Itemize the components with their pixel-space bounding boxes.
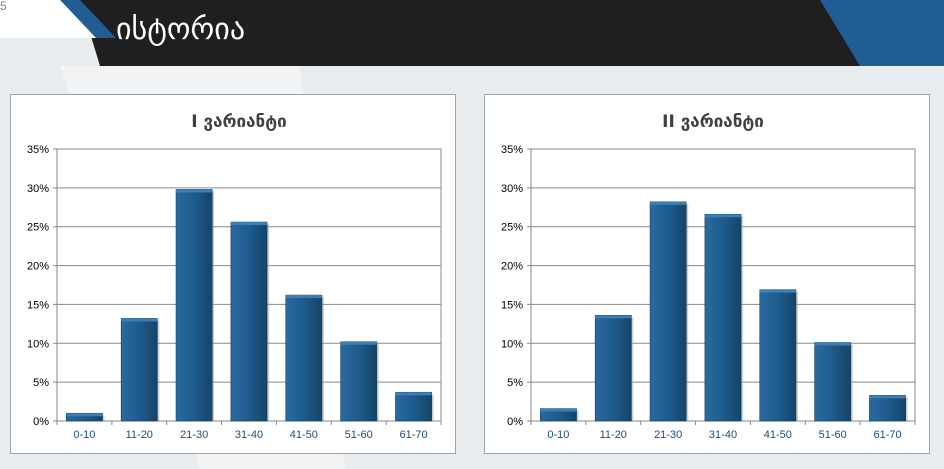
chart-title: I ვარიანტი	[191, 112, 286, 132]
bar	[285, 294, 323, 422]
chart-panel-variant-2: II ვარიანტი 0% 5% 10% 15% 20% 25% 30% 35% 0-10 11-…	[484, 94, 930, 454]
x-tick-label: 31-40	[235, 429, 263, 441]
y-tick-label: 5%	[507, 377, 523, 389]
y-tick-label: 35%	[27, 144, 49, 156]
y-tick-label: 25%	[27, 222, 49, 234]
y-tick-label: 10%	[501, 338, 523, 350]
bar-cap	[759, 289, 796, 293]
y-tick-label: 5%	[33, 377, 49, 389]
y-tick-label: 35%	[501, 144, 523, 156]
bar	[230, 221, 268, 422]
chart-panel-variant-1: I ვარიანტი 0% 5% 10% 15% 20% 25% 30% 35% 0-10 11-2…	[10, 94, 456, 454]
header-left-white	[0, 0, 96, 38]
bar-cap	[595, 315, 632, 319]
bar	[340, 341, 378, 422]
bar-cap	[176, 189, 213, 193]
y-tick-label: 10%	[27, 338, 49, 350]
x-tick-label: 21-30	[654, 429, 682, 441]
bar-cap	[285, 295, 322, 299]
x-tick-label: 21-30	[180, 429, 208, 441]
bar-cap	[230, 222, 268, 226]
bar-cap	[66, 413, 103, 417]
y-tick-label: 25%	[501, 222, 523, 234]
bar-chart-variant-2: II ვარიანტი 0% 5% 10% 15% 20% 25% 30% 35% 0-10 11-…	[501, 112, 916, 441]
x-tick-label: 51-60	[819, 429, 847, 441]
bar	[120, 318, 158, 422]
bar	[649, 201, 687, 422]
x-tick-label: 61-70	[400, 429, 428, 441]
x-tick-label: 11-20	[600, 429, 627, 441]
bar	[594, 315, 632, 422]
bar	[814, 342, 852, 422]
y-tick-label: 0%	[33, 416, 49, 428]
x-tick-label: 31-40	[709, 429, 737, 441]
bar-cap	[121, 318, 158, 322]
bar	[759, 289, 797, 422]
y-tick-label: 0%	[507, 416, 523, 428]
bar-cap	[869, 395, 906, 399]
bar-cap	[704, 214, 742, 218]
bar	[175, 189, 213, 422]
y-tick-label: 30%	[501, 183, 523, 195]
x-tick-label: 0-10	[547, 429, 569, 441]
header-accent-stripe	[60, 0, 116, 38]
slide-number: 5	[0, 0, 7, 13]
x-tick-label: 41-50	[764, 429, 792, 441]
slide-title: ისტორია	[116, 12, 246, 47]
bar	[704, 213, 742, 422]
y-tick-label: 15%	[27, 299, 49, 311]
bar-cap	[814, 342, 851, 346]
bar-cap	[650, 201, 687, 205]
bar	[869, 395, 906, 422]
x-tick-label: 0-10	[73, 429, 95, 441]
header-right-accent	[820, 0, 944, 66]
bar-cap	[395, 392, 432, 396]
y-tick-label: 20%	[27, 261, 49, 273]
x-tick-label: 41-50	[290, 429, 318, 441]
bar-cap	[340, 341, 377, 345]
x-tick-label: 51-60	[345, 429, 373, 441]
y-tick-label: 15%	[501, 299, 523, 311]
x-tick-label: 61-70	[874, 429, 902, 441]
chart-title: II ვარიანტი	[662, 112, 764, 132]
bar-cap	[540, 408, 577, 412]
header-band	[80, 0, 944, 66]
x-tick-label: 11-20	[126, 429, 153, 441]
bar-chart-variant-1: I ვარიანტი 0% 5% 10% 15% 20% 25% 30% 35% 0-10 11-2…	[27, 112, 442, 441]
y-tick-label: 20%	[501, 261, 523, 273]
bar	[395, 391, 432, 422]
y-tick-label: 30%	[27, 183, 49, 195]
